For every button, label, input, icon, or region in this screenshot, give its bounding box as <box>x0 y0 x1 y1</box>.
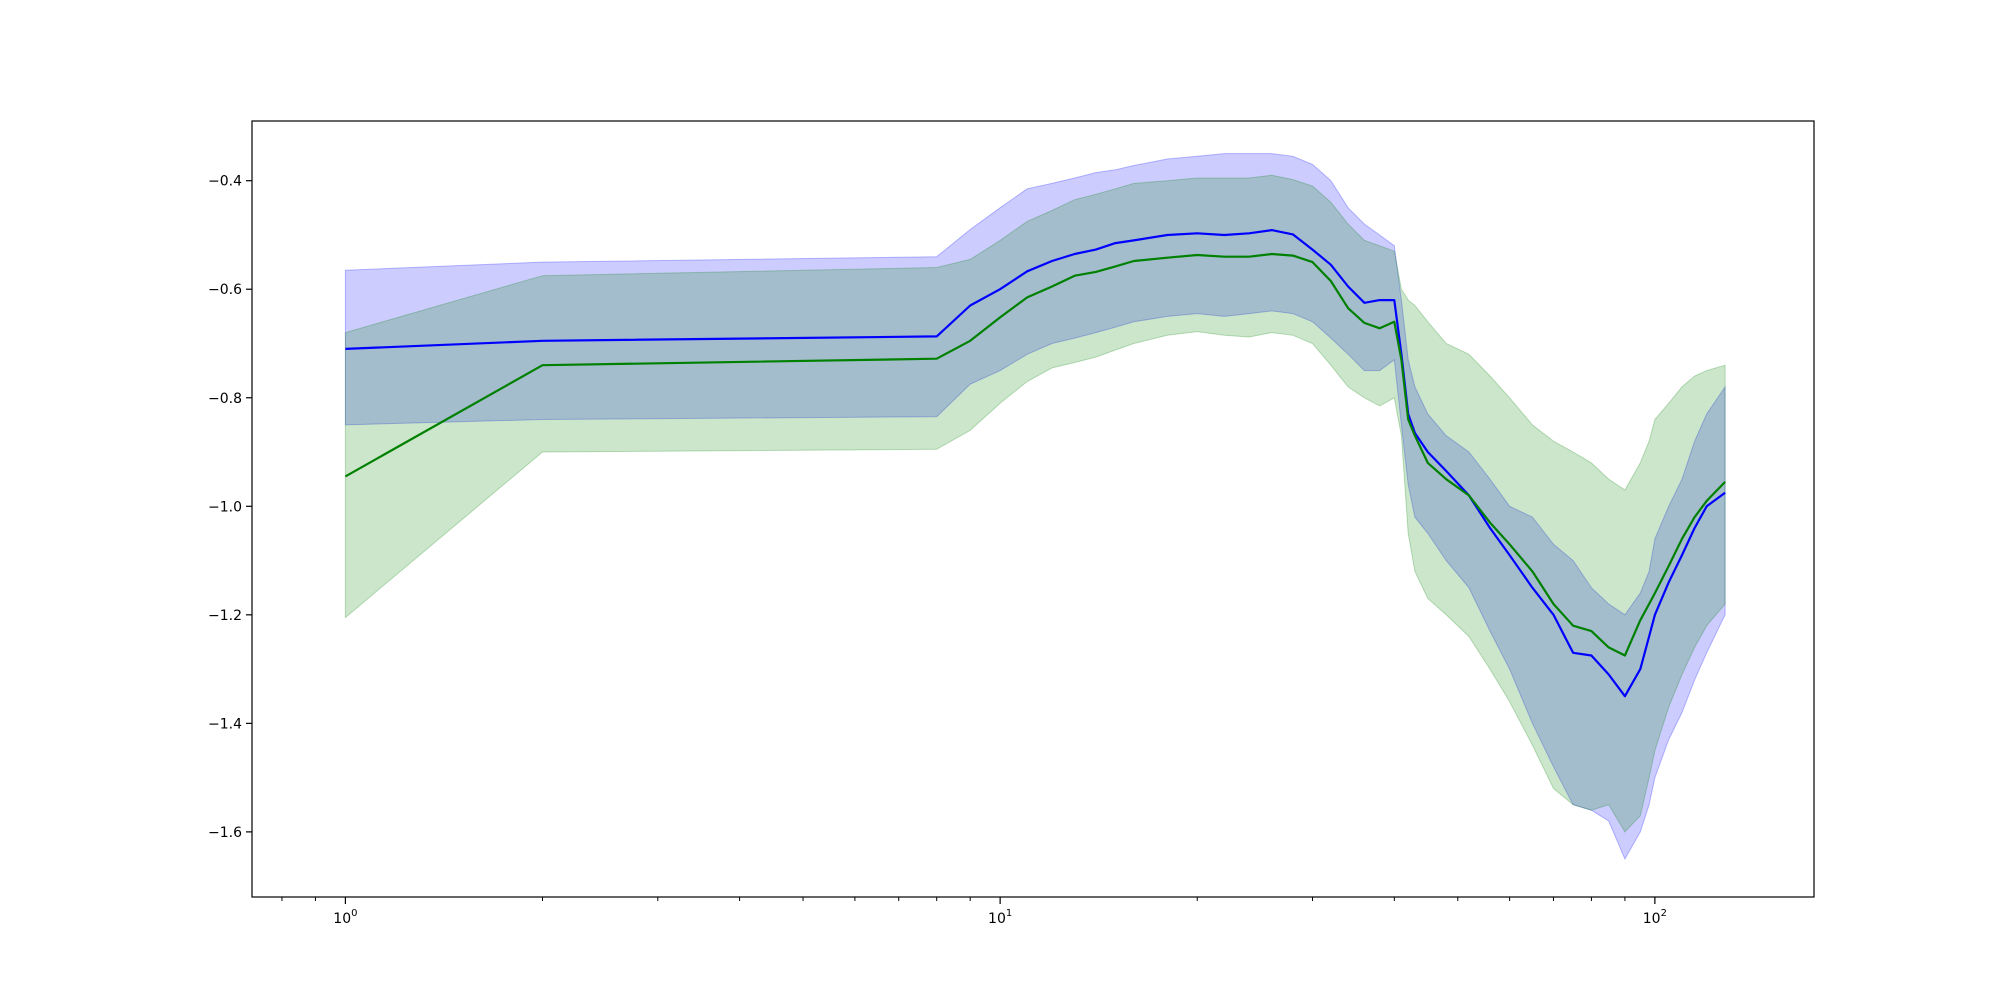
y-tick-label: −1.2 <box>208 608 242 624</box>
x-axis: 100 101 102 <box>281 897 1667 927</box>
y-tick-label: −0.8 <box>208 391 242 407</box>
series-lines <box>344 229 1726 698</box>
y-tick-label: −1.0 <box>208 499 242 515</box>
x-tick-label: 101 <box>988 908 1012 927</box>
plot-frame <box>251 120 1815 898</box>
x-tick-label: 102 <box>1643 908 1667 927</box>
y-tick-label: −0.4 <box>208 174 242 190</box>
y-tick-label: −1.6 <box>208 825 242 841</box>
series-1-band <box>344 153 1726 861</box>
y-tick-label: −0.6 <box>208 282 242 298</box>
series-2-line <box>344 252 1726 657</box>
series-1-line <box>345 229 1726 698</box>
x-tick-label: 100 <box>333 908 357 927</box>
y-tick-label: −1.4 <box>208 716 242 732</box>
y-axis: −0.4 −0.6 −0.8 −1.0 −1.2 −1.4 −1.6 <box>208 174 252 841</box>
